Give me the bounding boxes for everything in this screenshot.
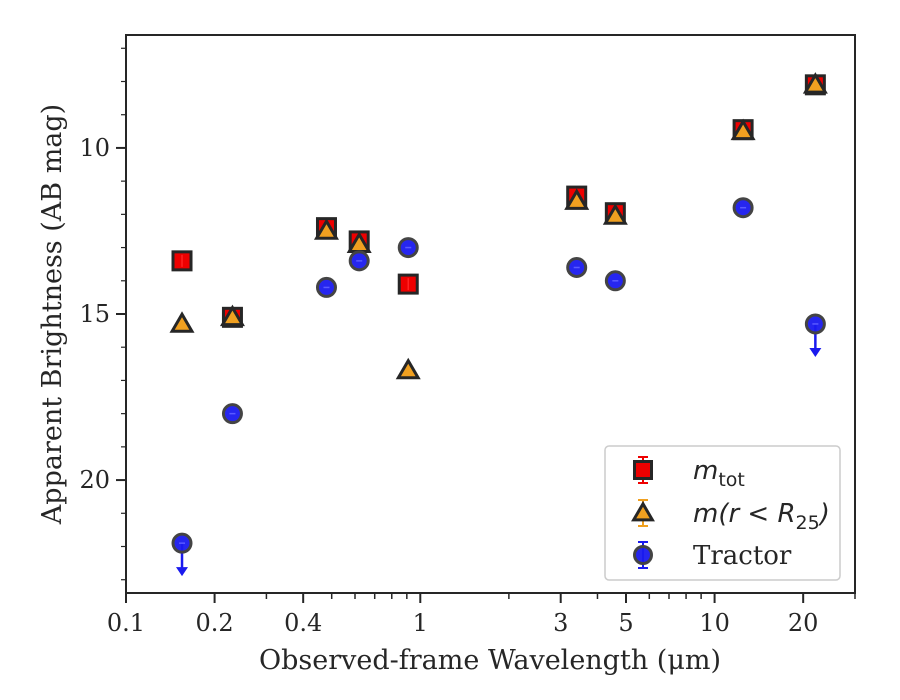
legend-entry: mtot [633, 456, 745, 491]
legend: mtot m(r < R25) Tractor [604, 445, 841, 581]
mr25-point [602, 203, 628, 225]
legend-entry: Tractor [633, 541, 792, 571]
ticks-layer: 0.1 0.2 0.4 1 3 5 10 20 10 15 20 [79, 47, 856, 637]
mr25-point [802, 72, 828, 94]
x-tick-label: 20 [788, 609, 819, 637]
legend-label: Tractor [693, 541, 792, 571]
legend-entry: m(r < R25) [631, 499, 830, 534]
y-tick-label: 20 [79, 466, 110, 494]
legend-marker-circle [633, 545, 653, 565]
legend-marker-triangle [631, 500, 655, 522]
legend-marker-square [633, 460, 653, 480]
mr25-point [564, 188, 590, 210]
x-tick-label: 5 [618, 609, 633, 637]
mr25-point [169, 311, 195, 333]
series-circle [171, 197, 826, 577]
x-axis-label: Observed-frame Wavelength (μm) [259, 645, 721, 676]
legend-label: m(r < R25) [693, 499, 830, 534]
upper-limit-arrowhead [809, 347, 822, 357]
mr25-point [395, 357, 421, 380]
mr25-point [730, 118, 756, 141]
x-tick-label: 10 [699, 609, 730, 637]
legend-label: mtot [693, 456, 745, 491]
x-tick-label: 0.1 [107, 609, 145, 637]
mr25-point [219, 304, 245, 327]
x-tick-label: 3 [553, 609, 568, 637]
y-tick-label: 10 [79, 134, 110, 162]
upper-limit-arrowhead [176, 567, 189, 577]
legend-box [604, 445, 841, 581]
marks-layer [169, 72, 828, 577]
mr25-point [313, 218, 339, 240]
x-tick-label: 0.2 [196, 609, 234, 637]
series-triangle [169, 72, 828, 380]
y-tick-label: 15 [79, 300, 110, 328]
series-square [171, 74, 826, 328]
x-tick-label: 1 [413, 609, 428, 637]
y-axis-label: Apparent Brightness (AB mag) [37, 104, 68, 525]
x-tick-label: 0.4 [284, 609, 322, 637]
